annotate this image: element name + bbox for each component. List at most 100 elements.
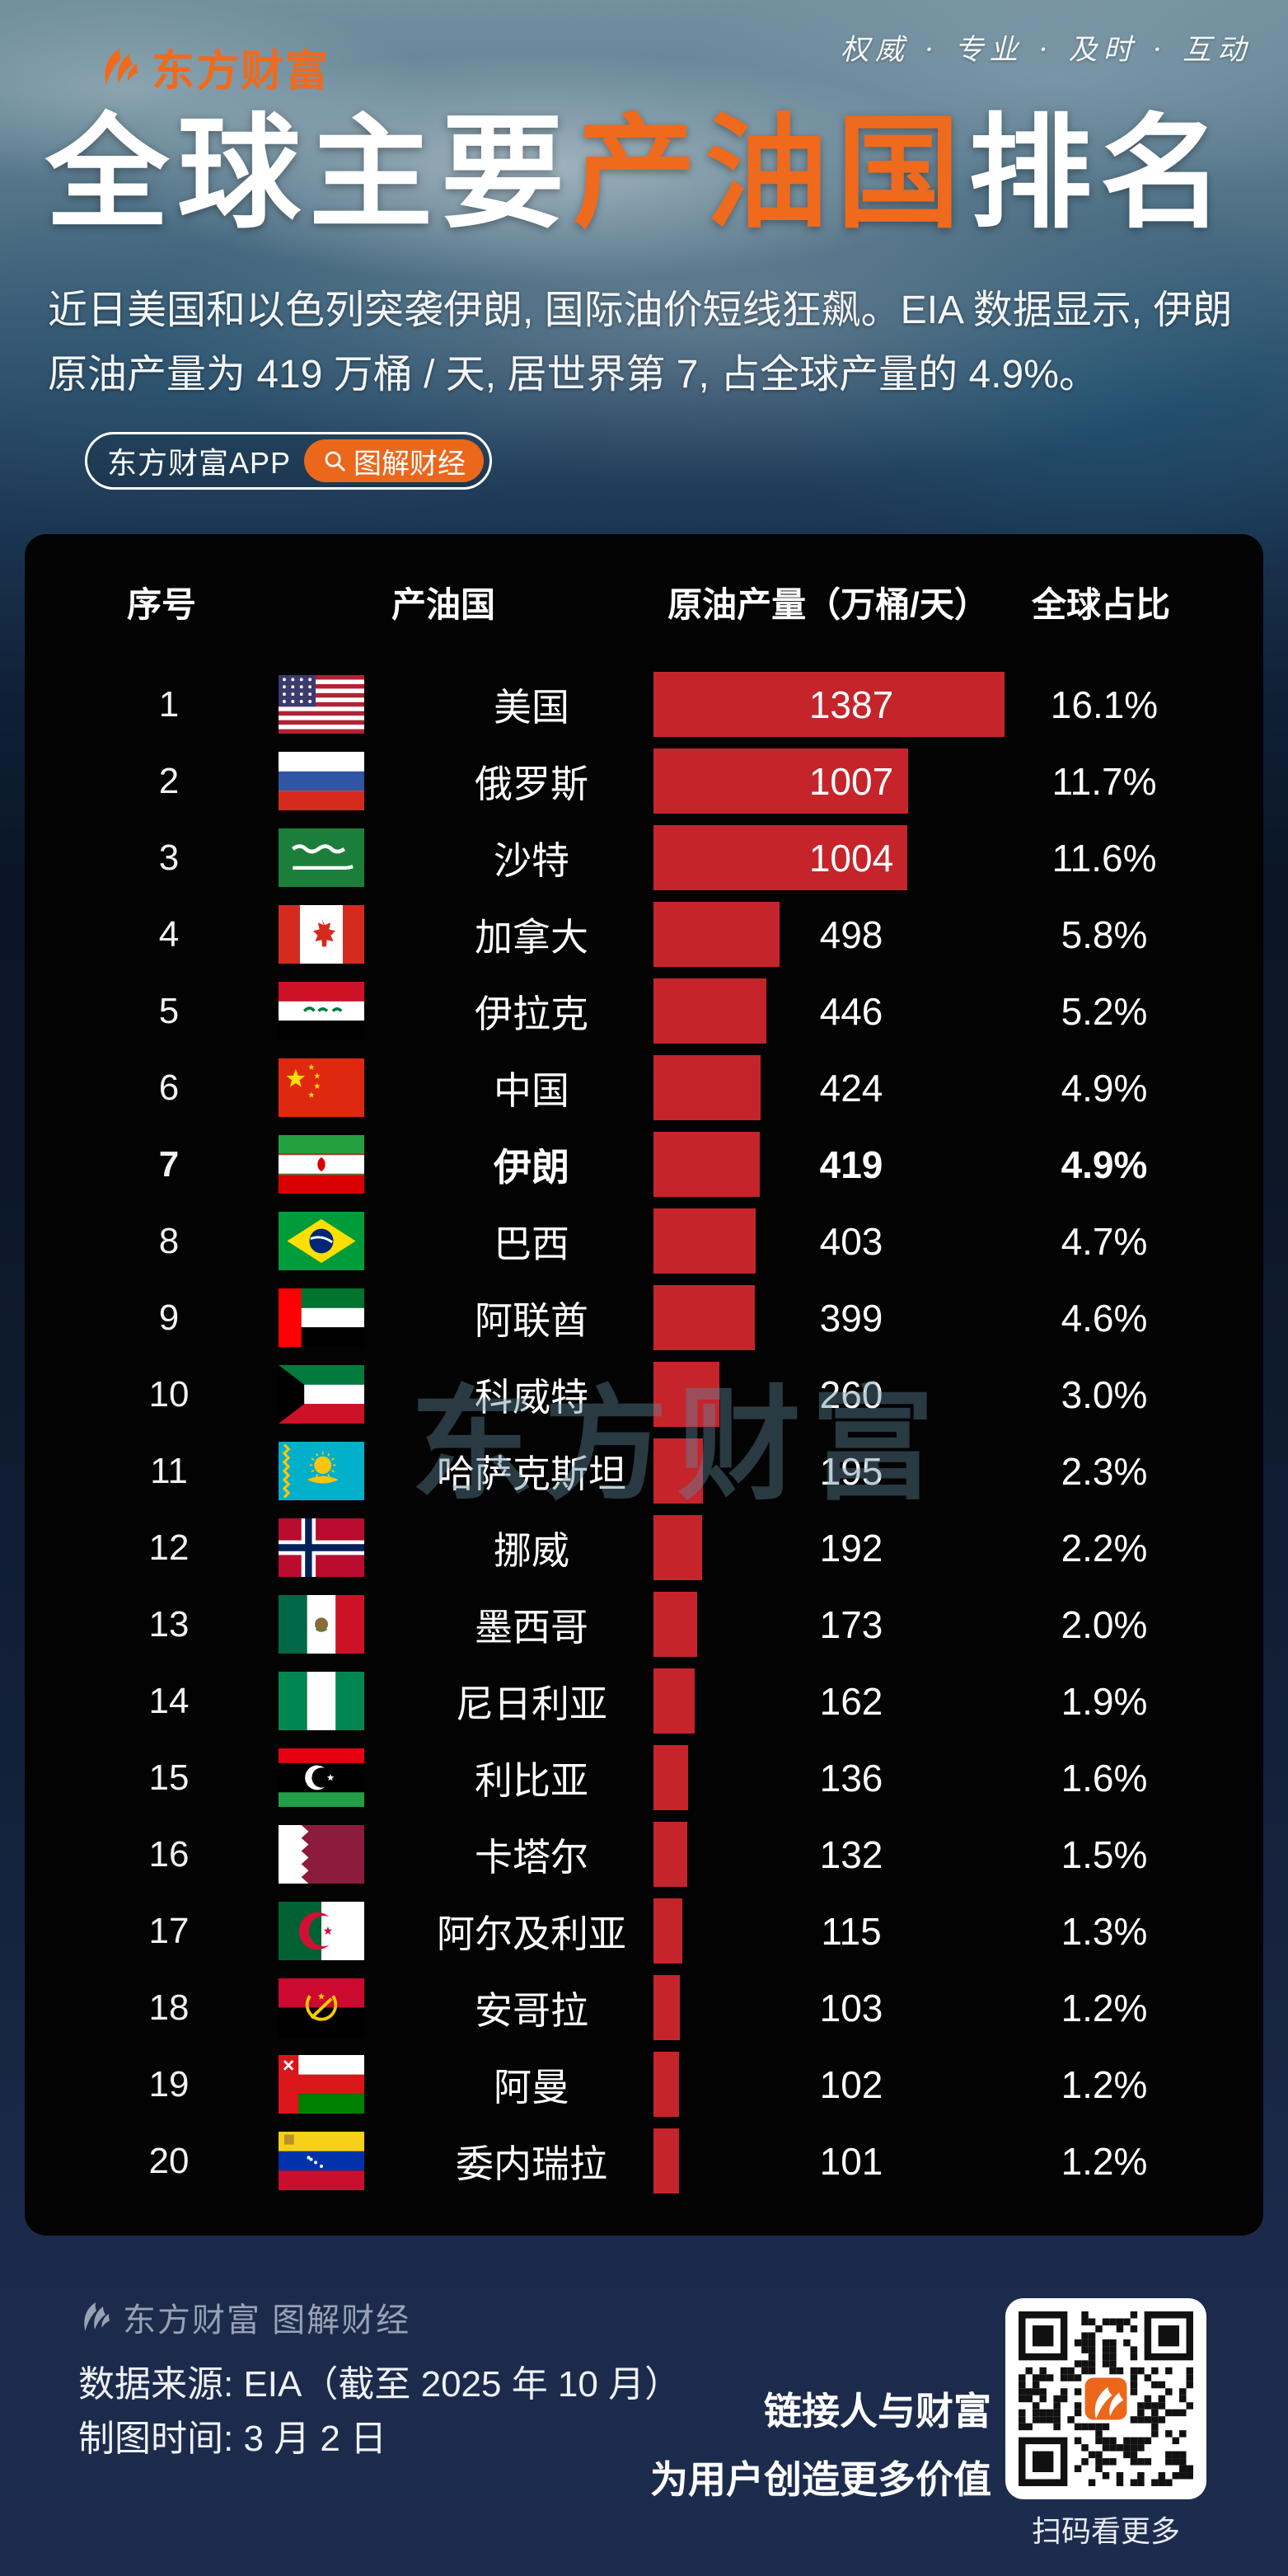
- production-bar: [653, 2128, 679, 2194]
- value-cell: 399: [819, 1296, 883, 1340]
- country-cell: 挪威: [494, 1528, 569, 1572]
- footer-brand-text: 东方财富 图解财经: [123, 2302, 411, 2339]
- share-cell: 11.7%: [1051, 759, 1157, 803]
- flag-ng-icon: [279, 1672, 364, 1730]
- tujie-caijing-label: 图解财经: [354, 448, 466, 480]
- country-cell: 安哥拉: [475, 1988, 588, 2032]
- country-cell: 墨西哥: [475, 1605, 588, 1649]
- eastmoney-logo-text: 东方财富: [152, 48, 330, 96]
- production-bar: [653, 748, 908, 814]
- table-row: 6 中国 424 4.9%: [25, 1049, 1263, 1126]
- column-header: 全球占比: [1031, 585, 1170, 624]
- country-cell: 伊拉克: [475, 992, 588, 1035]
- production-bar: [653, 2052, 679, 2117]
- country-cell: 巴西: [494, 1222, 569, 1265]
- rank-cell: 4: [158, 913, 180, 955]
- production-bar: [653, 1515, 702, 1580]
- table-row: 1 美国 1387 16.1%: [25, 666, 1263, 743]
- value-cell: 136: [819, 1756, 883, 1799]
- share-cell: 1.2%: [1061, 2062, 1148, 2106]
- flag-ir-icon: [279, 1135, 364, 1194]
- production-bar: [653, 1055, 761, 1120]
- value-cell: 1007: [808, 759, 894, 803]
- rank-cell: 10: [148, 1373, 190, 1415]
- table-row: 9 阿联酋 399 4.6%: [25, 1279, 1263, 1356]
- rank-cell: 17: [148, 1910, 190, 1951]
- country-cell: 阿曼: [494, 2065, 569, 2109]
- rank-cell: 16: [148, 1833, 190, 1875]
- share-cell: 1.3%: [1061, 1909, 1148, 1953]
- rank-cell: 11: [150, 1450, 188, 1491]
- page-title: 全球主要产油国排名: [45, 104, 1233, 242]
- flag-ly-icon: [279, 1748, 364, 1807]
- table-row: 10 科威特 260 3.0%: [25, 1356, 1263, 1433]
- country-cell: 阿尔及利亚: [437, 1912, 626, 1955]
- country-cell: 俄罗斯: [475, 762, 588, 805]
- footer-slogan: 链接人与财富 为用户创造更多价值: [650, 2377, 991, 2514]
- flag-qa-icon: [279, 1825, 364, 1884]
- country-cell: 阿联酋: [475, 1298, 588, 1342]
- table-row: 5 伊拉克 446 5.2%: [25, 973, 1263, 1049]
- title-highlight: 产油国: [573, 104, 969, 242]
- tujie-caijing-button[interactable]: 图解财经: [304, 439, 485, 482]
- production-bar: [653, 672, 1005, 737]
- value-cell: 132: [819, 1832, 883, 1876]
- share-cell: 1.2%: [1061, 1986, 1148, 2029]
- production-bar: [653, 825, 907, 890]
- value-cell: 446: [819, 989, 883, 1033]
- share-cell: 4.9%: [1061, 1066, 1148, 1110]
- share-cell: 16.1%: [1050, 683, 1159, 726]
- country-cell: 沙特: [494, 838, 569, 882]
- eastmoney-footer-logo-icon: [84, 2302, 110, 2331]
- rank-cell: 12: [148, 1527, 190, 1568]
- production-bar: [653, 1438, 703, 1504]
- production-bar: [653, 1745, 688, 1810]
- flag-br-icon: [279, 1212, 364, 1270]
- country-cell: 卡塔尔: [475, 1835, 588, 1879]
- country-cell: 加拿大: [475, 915, 588, 959]
- rank-cell: 13: [148, 1603, 190, 1645]
- rank-cell: 1: [158, 683, 180, 725]
- table-row: 18 安哥拉 103 1.2%: [25, 1969, 1263, 2046]
- production-bar: [653, 1592, 697, 1657]
- footer-slogan-line2: 为用户创造更多价值: [650, 2457, 991, 2501]
- share-cell: 2.0%: [1061, 1602, 1148, 1646]
- production-bar: [653, 978, 766, 1044]
- flag-cn-icon: [279, 1058, 364, 1117]
- production-bar: [653, 1208, 756, 1274]
- table-row: 8 巴西 403 4.7%: [25, 1203, 1263, 1279]
- table-row: 13 墨西哥 173 2.0%: [25, 1586, 1263, 1663]
- share-cell: 1.9%: [1061, 1679, 1148, 1723]
- brand-slogan: 权威 · 专业 · 及时 · 互动: [840, 34, 1252, 67]
- flag-sa-icon: [279, 828, 364, 887]
- value-cell: 162: [819, 1679, 883, 1723]
- country-cell: 委内瑞拉: [456, 2142, 607, 2185]
- rank-cell: 5: [158, 990, 180, 1031]
- flag-ve-icon: [279, 2132, 364, 2190]
- production-bar: [653, 1898, 682, 1964]
- production-bar: [653, 1668, 695, 1734]
- flag-ao-icon: [279, 1978, 364, 2037]
- production-bar: [653, 1132, 760, 1197]
- rank-cell: 9: [158, 1297, 180, 1338]
- value-cell: 260: [819, 1372, 883, 1416]
- share-cell: 3.0%: [1061, 1372, 1148, 1416]
- table-row: 3 沙特 1004 11.6%: [25, 819, 1263, 896]
- search-icon: [325, 451, 345, 472]
- rank-cell: 18: [148, 1987, 190, 2028]
- production-bar: [653, 1975, 680, 2040]
- value-cell: 195: [819, 1449, 883, 1493]
- flag-om-icon: [279, 2055, 364, 2114]
- flag-no-icon: [279, 1518, 364, 1577]
- production-bar: [653, 1285, 755, 1350]
- rank-cell: 7: [158, 1143, 180, 1185]
- table-row: 7 伊朗 419 4.9%: [25, 1126, 1263, 1203]
- value-cell: 1004: [808, 836, 894, 880]
- share-cell: 5.8%: [1061, 913, 1148, 956]
- value-cell: 102: [819, 2062, 883, 2106]
- app-badge[interactable]: 东方财富APP 图解财经: [85, 432, 493, 490]
- share-cell: 4.9%: [1061, 1143, 1148, 1186]
- value-cell: 424: [819, 1066, 883, 1110]
- value-cell: 101: [819, 2139, 883, 2183]
